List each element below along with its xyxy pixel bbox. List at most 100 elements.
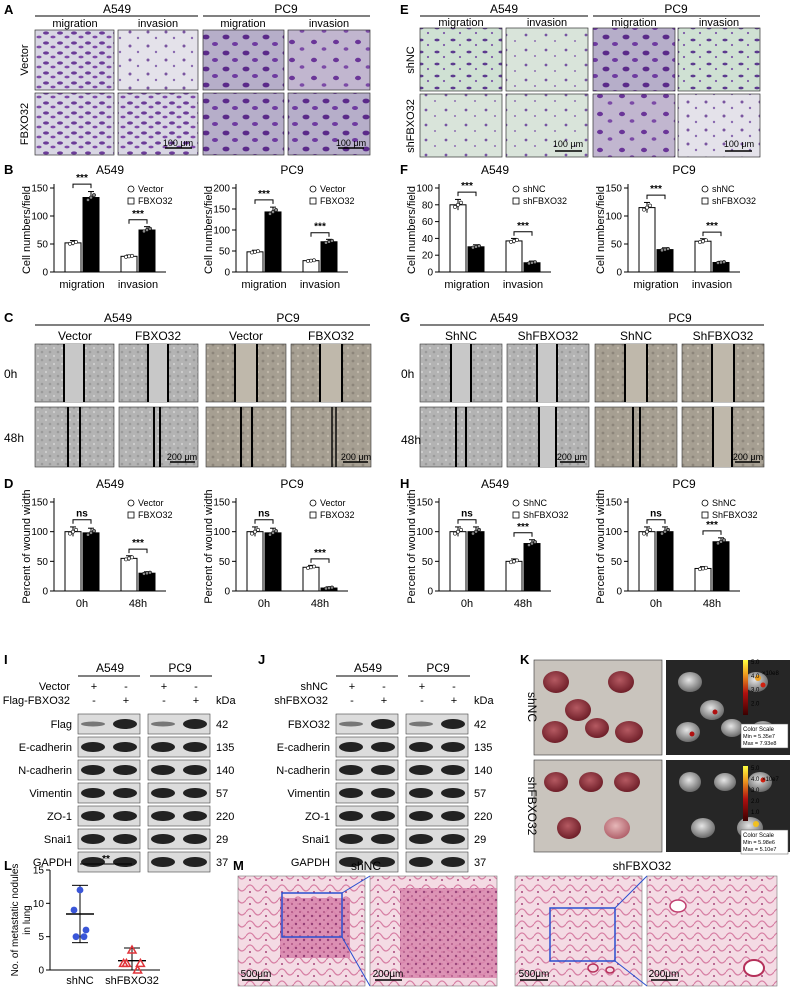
column-label: FBXO32 [308,329,354,343]
data-point [76,886,84,894]
cell-line-label: PC9 [668,311,692,325]
bar [320,241,338,273]
significance-label: *** [132,538,144,549]
panel-label-b: B [4,162,14,177]
cell-line-label: A549 [96,661,124,675]
y-tick-label: 0 [42,268,48,279]
significance-bracket [128,548,148,554]
y-tick-label: 150 [605,184,622,195]
data-point [130,555,134,560]
kda-value: 57 [216,788,228,800]
legend-label: shNC [523,184,546,194]
data-point [86,532,90,537]
blot-strip [405,736,469,758]
data-point [453,531,457,536]
data-point [515,558,519,563]
data-point [271,530,275,535]
y-axis-label: Percent of wound width [203,489,215,603]
data-point [459,200,463,205]
y-axis-label-line: in lung [22,905,33,934]
x-tick-label: migration [633,279,678,291]
blot-band [183,857,207,867]
group-label: shFBXO32 [613,859,672,873]
y-tick-label: 40 [422,234,434,245]
color-scale-tick: 5.0 [751,766,760,772]
scale-bar-label: 200 μm [167,452,197,462]
data-point [704,565,708,570]
blot-band [339,765,363,775]
blot-band [409,811,433,821]
transwell-image [592,27,676,92]
significance-label: ns [461,509,473,520]
bar [120,255,138,273]
treatment-mark: - [382,681,386,693]
legend-label: Vector [320,184,346,194]
blot-strip [147,851,211,873]
treatment-label: shNC [300,681,328,693]
transwell-image [677,27,761,92]
treatment-label: shFBXO32 [274,695,328,707]
y-tick-label: 0 [427,268,433,279]
western-blot-j: A549 PC9 shNC + - + - shFBXO32 - + - + kDa FBXO32 42 E-… [274,661,494,873]
significance-label: *** [650,184,662,195]
data-point [327,586,331,590]
blot-band [339,834,363,844]
kda-value: 135 [216,742,234,754]
treatment-mark: - [194,681,198,693]
y-tick-label: 0 [616,587,622,598]
data-point [309,565,313,570]
panel-label-h: H [400,476,410,491]
blot-strip [335,713,399,735]
legend-marker [309,499,317,507]
transwell-image [592,93,676,158]
x-tick-label: 0h [76,598,88,610]
blot-band [183,765,207,775]
significance-bracket [128,219,148,224]
blot-band [81,788,105,798]
legend-marker [701,499,709,507]
transwell-image [117,92,199,156]
significance-label: *** [706,520,718,531]
treatment-mark: - [452,681,456,693]
data-point [719,539,723,544]
scale-bar-label: 200 μm [557,452,587,462]
color-scale-min: Min = 5.98e6 [743,840,775,846]
kda-label: kDa [474,695,494,707]
significance-label: ** [102,854,110,865]
y-axis-label: Cell numbers/field [21,186,33,274]
significance-label: *** [258,189,270,200]
bar [638,531,656,592]
legend-label: FBXO32 [320,196,355,206]
data-point [645,529,649,534]
blot-band [339,857,363,867]
bar [638,207,656,273]
x-tick-label: 48h [311,598,329,610]
bar [505,560,523,592]
legend-marker [127,511,135,519]
y-tick-label: 20 [422,251,434,262]
data-point [663,247,667,252]
chart-title: PC9 [280,163,304,177]
treatment-mark: - [350,695,354,707]
data-point [268,211,272,216]
panel-m-histology: shNC shFBXO32 500μm 200μm 500μm 200μm [237,859,778,987]
data-point [121,957,132,968]
data-point [533,540,537,544]
data-point [256,527,260,532]
chart-title: PC9 [672,163,696,177]
cell-line-label: PC9 [168,661,192,675]
cell-line-label: A549 [490,311,518,325]
bar [64,242,82,273]
treatment-mark: - [162,695,166,707]
transwell-image [287,92,371,156]
legend-label: shFBXO32 [523,196,567,206]
transwell-image [505,93,589,158]
significance-bracket [702,530,722,535]
blot-band [409,857,433,867]
transwell-image [287,29,371,91]
y-axis-label: Cell numbers/field [406,186,418,274]
data-point [74,240,78,244]
significance-bracket [72,183,92,189]
